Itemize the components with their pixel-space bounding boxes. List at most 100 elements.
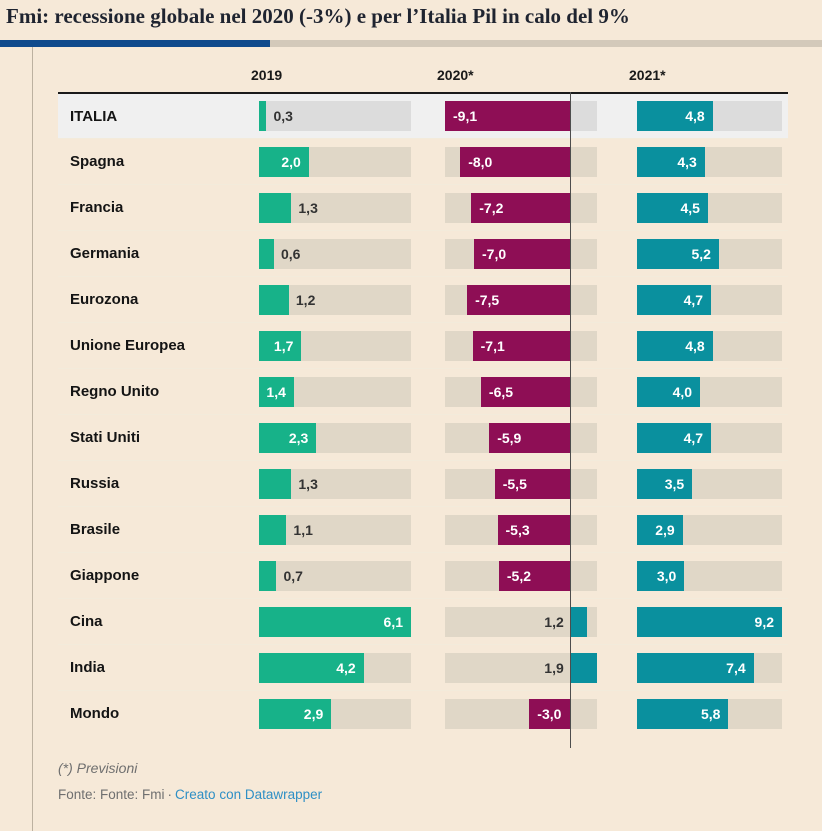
chart-footer: (*) Previsioni Fonte: Fonte: Fmi · Creato … [58,760,322,802]
bar-value: -6,5 [488,383,514,400]
bar-2019 [259,146,309,177]
bar-2020 [474,238,571,269]
bar-2019 [259,192,292,223]
value-cell: -6,5 [445,376,637,407]
bar-track: -5,3 [445,514,597,545]
bar-2020 [467,284,571,315]
value-cell: -5,9 [445,422,637,453]
bar-track: 1,2 [445,606,597,637]
bar-value: 1,4 [266,383,286,400]
bar-value: -9,1 [453,108,478,124]
bar-2019 [259,468,292,499]
table-row: Giappone 0,7 -5,2 3,0 [58,552,788,598]
table-row: Brasile 1,1 -5,3 2,9 [58,506,788,552]
bar-2020 [494,468,571,499]
bar-value: 1,7 [273,337,294,354]
bar-track: 0,6 [259,238,411,269]
bar-track: 0,7 [259,560,411,591]
bar-track: -5,2 [445,560,597,591]
bar-2021 [637,330,713,361]
bar-track: 1,1 [259,514,411,545]
value-cell: 2,0 [259,146,445,177]
value-cell: 3,0 [637,560,788,591]
table-row: Mondo 2,9 -3,0 5,8 [58,690,788,736]
value-cell: -5,3 [445,514,637,545]
bar-value: 0,6 [280,245,301,262]
column-headers: 2019 2020* 2021* [58,57,788,92]
bar-2021 [637,652,754,683]
bar-value: 5,2 [691,245,711,262]
bar-track: 4,0 [637,376,782,407]
table-row: Germania 0,6 -7,0 5,2 [58,230,788,276]
bar-track: -5,9 [445,422,597,453]
bar-2020 [497,514,571,545]
bar-2020 [471,192,571,223]
value-cell: 5,2 [637,238,788,269]
bar-value: -5,2 [506,567,532,584]
bar-track: 4,5 [637,192,782,223]
bar-track: 4,8 [637,330,782,361]
value-cell: 1,1 [259,514,445,545]
table-row: Unione Europea 1,7 -7,1 4,8 [58,322,788,368]
bar-2021 [637,514,683,545]
left-border-line [32,47,33,831]
bar-track: -6,5 [445,376,597,407]
bar-value: 2,3 [288,429,309,446]
value-cell: 9,2 [637,606,788,637]
source-line: Fonte: Fonte: Fmi · Creato con Datawrapper [58,787,322,802]
bar-value: -7,5 [475,291,500,308]
bar-value: 1,9 [544,659,564,676]
value-cell: 6,1 [259,606,445,637]
bar-track: -8,0 [445,146,597,177]
bar-value: 1,2 [295,291,316,308]
bar-track: 1,3 [259,468,411,499]
bar-track: 4,7 [637,422,782,453]
bar-track: 3,0 [637,560,782,591]
bar-2020 [489,422,571,453]
row-label: Mondo [70,705,120,722]
header-2020: 2020* [437,66,474,83]
value-cell: -7,0 [445,238,637,269]
bar-track: 5,2 [637,238,782,269]
separator-dot: · [167,787,173,802]
bar-value: 0,3 [273,108,293,124]
bar-2019 [259,330,302,361]
value-cell: -5,2 [445,560,637,591]
value-cell: 4,7 [637,284,788,315]
rows-container: ITALIA 0,3 -9,1 4,8 Spagna 2,0 -8,0 4,3 Francia 1… [58,92,788,736]
bar-value: 4,5 [680,199,700,216]
row-label: Cina [70,613,103,630]
bar-value: 4,7 [683,429,704,446]
datawrapper-credit-link[interactable]: Creato con Datawrapper [175,787,323,802]
bar-track: 7,4 [637,652,782,683]
bar-value: -5,9 [497,429,522,446]
bar-track: 1,4 [259,376,411,407]
table-row: India 4,2 1,9 7,4 [58,644,788,690]
bar-track: 3,5 [637,468,782,499]
value-cell: -8,0 [445,146,637,177]
value-cell: -9,1 [445,101,637,131]
bar-value: -3,0 [537,705,562,722]
bar-value: 4,8 [685,337,705,354]
value-cell: 1,2 [445,606,637,637]
bar-track: 1,7 [259,330,411,361]
table-row: Regno Unito 1,4 -6,5 4,0 [58,368,788,414]
value-cell: 2,9 [259,698,445,729]
value-cell: 4,0 [637,376,788,407]
bar-value: 1,2 [544,613,564,630]
zero-axis-line [570,92,571,748]
bar-track: 1,9 [445,652,597,683]
value-cell: -5,5 [445,468,637,499]
bar-2021 [637,422,712,453]
bar-2020 [529,698,571,729]
bar-2019 [259,284,289,315]
table-row: ITALIA 0,3 -9,1 4,8 [58,92,788,138]
bar-value: -8,0 [468,153,493,170]
bar-value: 5,8 [700,705,721,722]
value-cell: 5,8 [637,698,788,729]
bar-2021 [637,238,719,269]
value-cell: 4,3 [637,146,788,177]
bar-track: 4,2 [259,652,411,683]
bar-track: -7,2 [445,192,597,223]
